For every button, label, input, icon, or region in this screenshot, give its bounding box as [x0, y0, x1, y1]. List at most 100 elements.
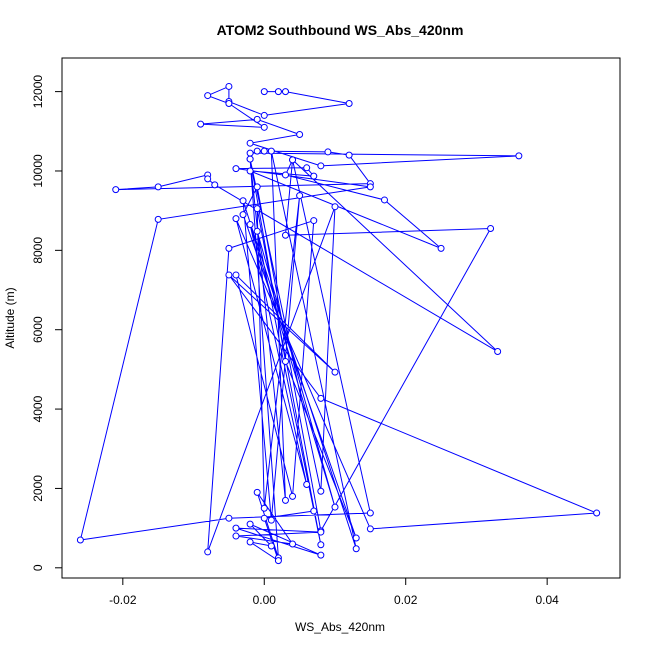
data-point: [246, 221, 254, 229]
data-point: [267, 147, 275, 155]
data-point: [317, 487, 325, 495]
data-point: [281, 496, 289, 504]
y-tick-label: 4000: [31, 395, 45, 422]
data-point: [260, 504, 268, 512]
chart-title: ATOM2 Southbound WS_Abs_420nm: [217, 22, 464, 38]
y-tick-label: 6000: [31, 316, 45, 343]
data-point: [296, 130, 304, 138]
y-tick-label: 12000: [31, 75, 45, 109]
data-point: [281, 231, 289, 239]
data-point: [197, 120, 205, 128]
data-point: [253, 227, 261, 235]
data-point: [352, 545, 360, 553]
data-point: [331, 368, 339, 376]
x-axis-label: WS_Abs_420nm: [295, 620, 385, 634]
y-tick-label: 0: [31, 564, 45, 571]
data-point: [246, 520, 254, 528]
data-point: [494, 348, 502, 356]
data-point: [260, 111, 268, 119]
data-point: [289, 492, 297, 500]
data-point: [515, 152, 523, 160]
data-point: [296, 192, 304, 200]
y-tick-label: 2000: [31, 475, 45, 502]
data-point: [260, 147, 268, 155]
data-point: [232, 165, 240, 173]
data-point: [281, 171, 289, 179]
data-point: [267, 516, 275, 524]
data-point: [225, 271, 233, 279]
y-tick-label: 8000: [31, 237, 45, 264]
data-point: [246, 167, 254, 175]
data-point: [317, 394, 325, 402]
data-point: [204, 175, 212, 183]
data-point: [345, 151, 353, 159]
data-point: [303, 480, 311, 488]
data-point: [267, 542, 275, 550]
data-point: [239, 197, 247, 205]
data-point: [317, 541, 325, 549]
x-tick-label: 0.04: [535, 593, 559, 607]
data-point: [281, 88, 289, 96]
data-line: [79, 85, 597, 562]
data-point: [253, 147, 261, 155]
data-point: [303, 164, 311, 172]
data-point: [154, 183, 162, 191]
data-point: [260, 514, 268, 522]
x-tick-label: -0.02: [109, 593, 137, 607]
data-point: [246, 139, 254, 147]
data-point: [345, 100, 353, 108]
data-point: [204, 92, 212, 100]
data-point: [154, 215, 162, 223]
data-point: [352, 534, 360, 542]
data-point: [380, 196, 388, 204]
data-point: [317, 528, 325, 536]
data-point: [225, 244, 233, 252]
data-point: [225, 514, 233, 522]
data-point: [253, 115, 261, 123]
data-point: [232, 271, 240, 279]
data-point: [260, 123, 268, 131]
data-point: [331, 203, 339, 211]
y-axis-label: Altitude (m): [3, 287, 17, 348]
data-point: [437, 244, 445, 252]
data-point: [211, 181, 219, 189]
data-point: [112, 186, 120, 194]
data-point: [317, 551, 325, 559]
data-point: [274, 557, 282, 565]
data-point: [232, 215, 240, 223]
data-point: [310, 172, 318, 180]
data-point: [317, 162, 325, 170]
data-point: [253, 488, 261, 496]
data-point: [310, 507, 318, 515]
data-point: [76, 536, 84, 544]
data-point: [281, 357, 289, 365]
data-point: [487, 225, 495, 233]
data-point: [289, 156, 297, 164]
data-point: [260, 88, 268, 96]
data-point: [253, 183, 261, 191]
data-point: [366, 183, 374, 191]
data-point: [331, 503, 339, 511]
data-point: [324, 148, 332, 156]
data-point: [225, 82, 233, 90]
data-point: [232, 524, 240, 532]
data-point: [246, 149, 254, 157]
data-point: [593, 509, 601, 517]
data-point: [204, 548, 212, 556]
plot-frame: [61, 57, 621, 579]
data-point: [253, 205, 261, 213]
data-point: [366, 525, 374, 533]
x-tick-label: 0.02: [394, 593, 418, 607]
data-point: [232, 532, 240, 540]
data-point: [310, 217, 318, 225]
data-point: [225, 100, 233, 108]
y-tick-label: 10000: [31, 154, 45, 188]
data-point: [289, 540, 297, 548]
data-point: [246, 155, 254, 163]
data-point: [366, 509, 374, 517]
data-point: [274, 88, 282, 96]
data-point: [246, 538, 254, 546]
data-point: [239, 211, 247, 219]
x-tick-label: 0.00: [253, 593, 277, 607]
